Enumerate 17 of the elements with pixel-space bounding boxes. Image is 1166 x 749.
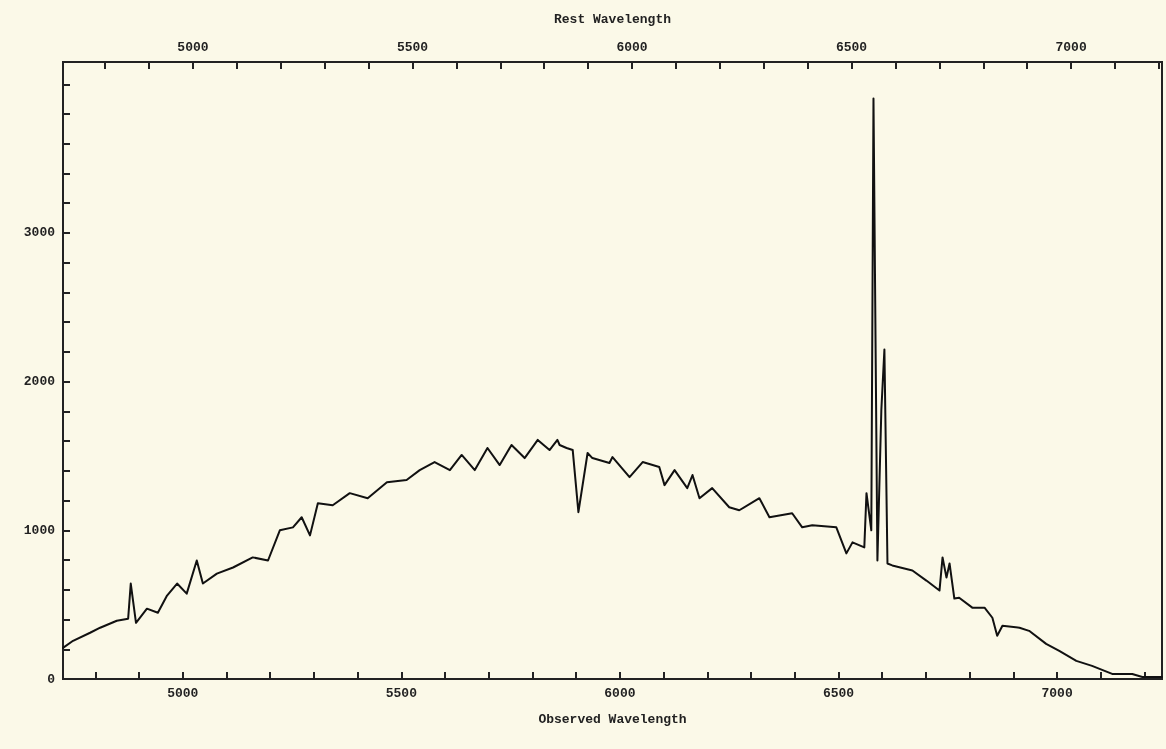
x-tick-label: 5000 (167, 686, 199, 701)
x2-axis-title: Rest Wavelength (553, 12, 672, 27)
x2-tick-label: 6500 (835, 40, 868, 55)
line-series (62, 97, 1163, 678)
x2-tick-label: 6000 (616, 40, 648, 55)
x-tick-label: 6500 (822, 686, 855, 701)
x-tick-label: 7000 (1041, 686, 1073, 701)
y-tick-label: 0 (47, 671, 56, 687)
x-axis-title: Observed Wavelength (538, 712, 687, 727)
x-tick-label: 6000 (604, 686, 636, 701)
y-tick-label: 1000 (23, 522, 56, 538)
x2-tick-label: 5000 (177, 40, 209, 55)
y-tick-label: 2000 (23, 374, 56, 390)
x2-tick-label: 7000 (1055, 40, 1087, 55)
y-tick-label: 3000 (23, 225, 56, 241)
x-tick-label: 5500 (385, 686, 418, 701)
x2-tick-label: 5500 (396, 40, 429, 55)
